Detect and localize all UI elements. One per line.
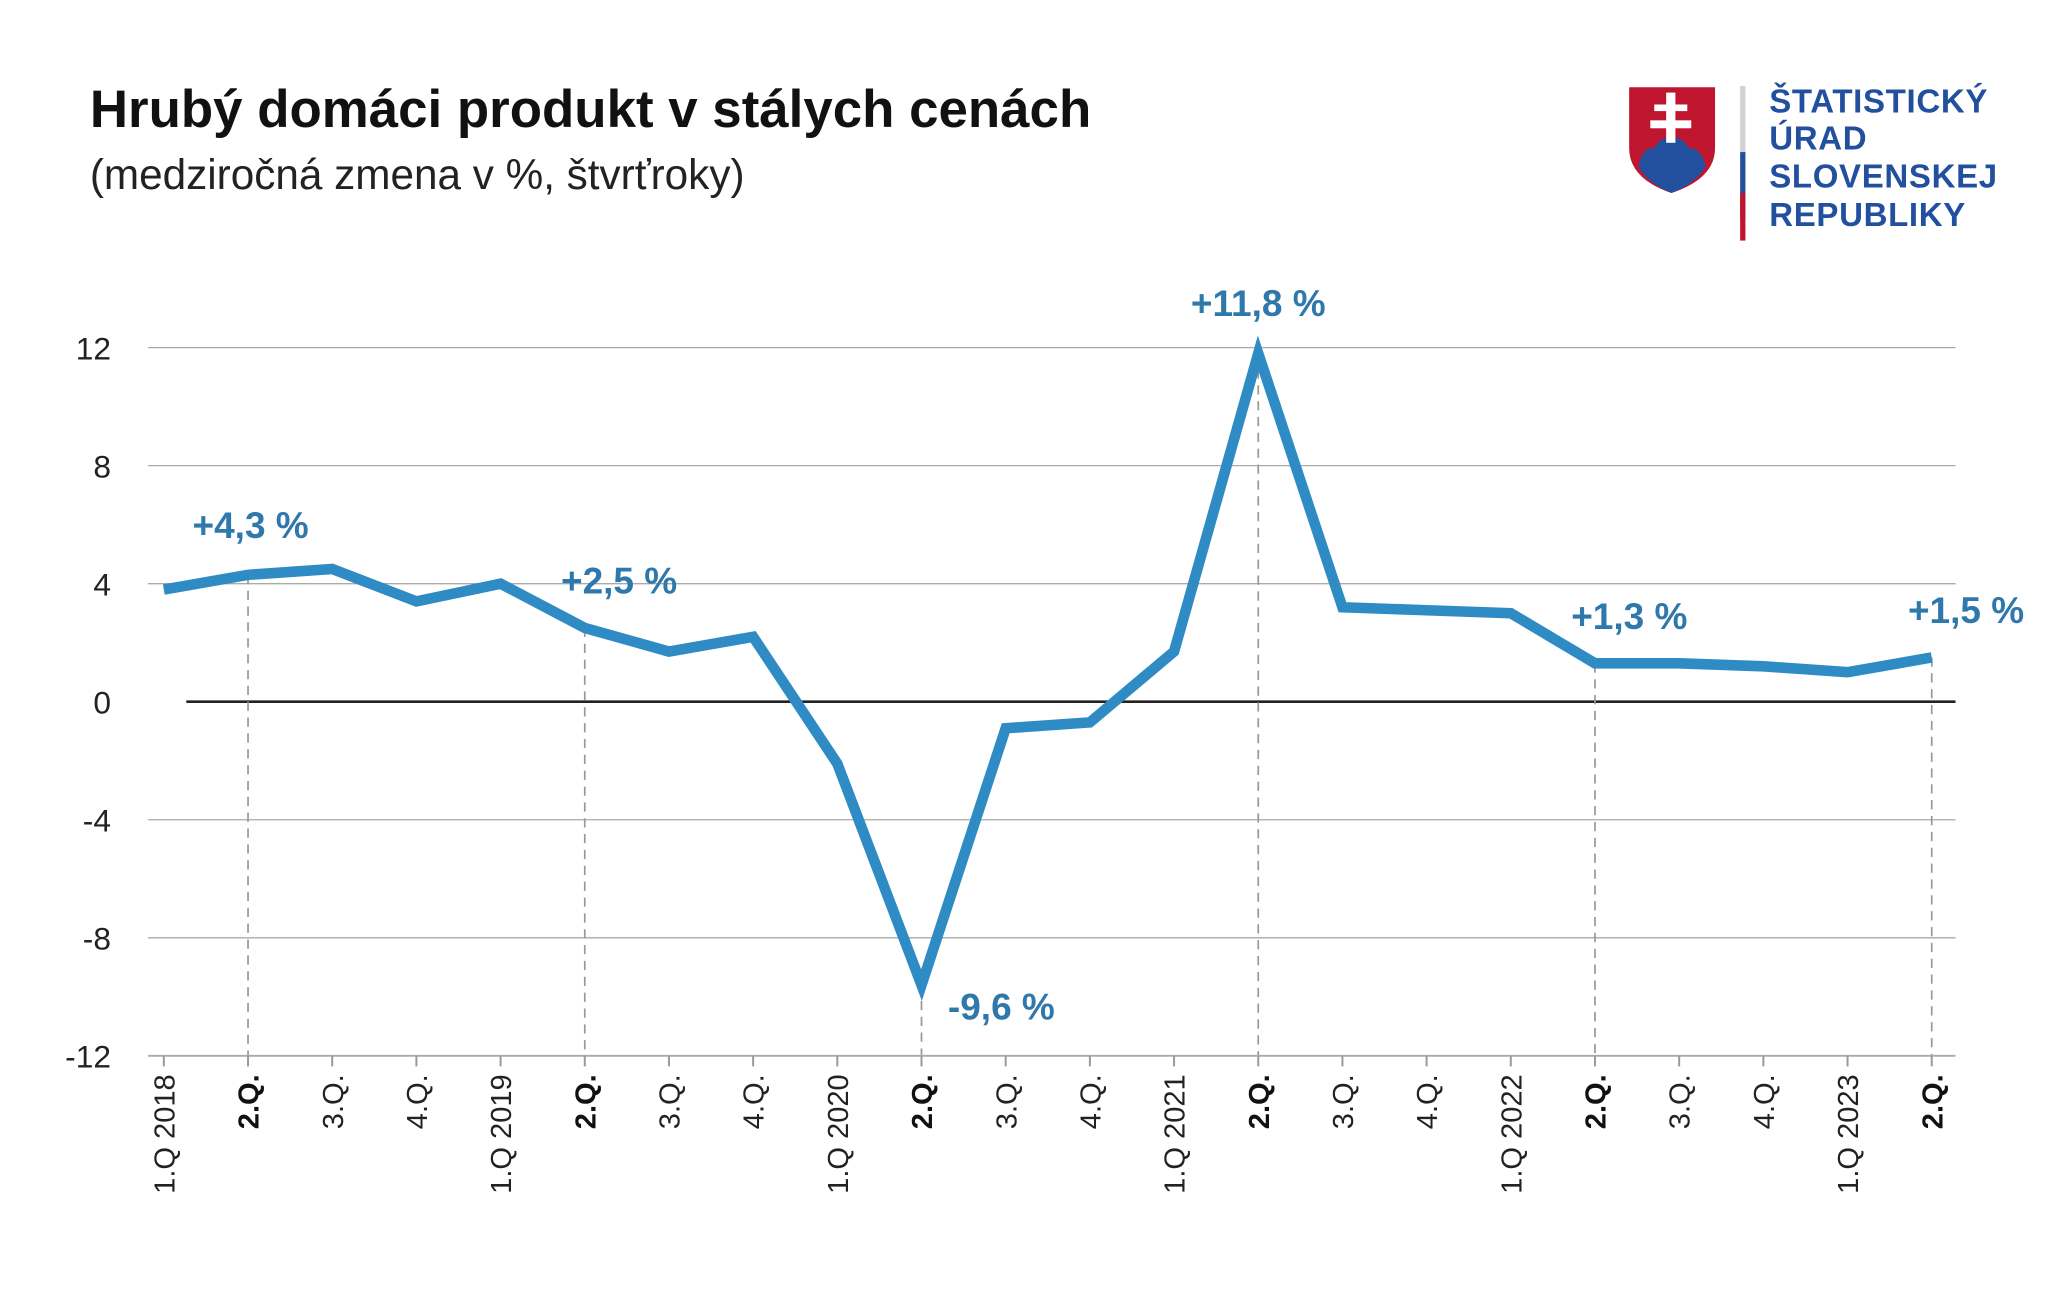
y-tick-label: 8 [93, 449, 111, 485]
x-tick-label: 1.Q 2019 [486, 1074, 518, 1194]
x-axis: 1.Q 2018 2.Q. 3.Q. 4.Q. 1.Q 2019 2.Q. 3.Q. 4.Q.… [147, 1054, 1956, 1194]
data-labels: +4,3 % +2,5 % -9,6 % +11,8 % +1,3 % +1,5 % [193, 283, 2025, 1027]
x-tick-label: 3.Q. [1665, 1074, 1697, 1129]
gdp-series-line [162, 335, 1933, 1001]
data-label: +1,3 % [1571, 596, 1687, 637]
data-label: +11,8 % [1191, 283, 1326, 324]
coat-of-arms-icon [1629, 87, 1716, 194]
logo-line-2: ÚRAD [1769, 119, 1867, 156]
y-tick-label: 0 [93, 685, 111, 721]
series [162, 335, 1933, 1001]
data-label: +1,5 % [1908, 590, 2024, 631]
chart-subtitle: (medziročná zmena v %, štvrťroky) [90, 151, 745, 198]
dashed-guides [247, 353, 1933, 1056]
y-tick-label: 12 [76, 330, 111, 366]
x-tick-label: 4.Q. [1749, 1074, 1781, 1129]
grid: 12 8 4 0 -4 -8 -12 [65, 330, 1956, 1075]
logo-line-3: SLOVENSKEJ [1769, 158, 1998, 195]
x-tick-label: 3.Q. [1328, 1074, 1360, 1129]
data-label: +2,5 % [561, 561, 677, 602]
x-tick-label: 3.Q. [318, 1074, 350, 1129]
chart-title: Hrubý domáci produkt v stálych cenách [90, 80, 1091, 139]
x-tick-label: 1.Q 2023 [1833, 1074, 1865, 1194]
data-label: -9,6 % [948, 986, 1055, 1027]
x-tick-label: 1.Q 2021 [1160, 1074, 1192, 1194]
x-tick-label: 4.Q. [1075, 1074, 1107, 1129]
y-tick-label: -4 [83, 803, 111, 839]
logo-line-4: REPUBLIKY [1769, 196, 1966, 233]
x-tick-label: 2.Q. [234, 1074, 266, 1129]
x-tick-label: 1.Q 2020 [823, 1074, 855, 1194]
x-tick-label: 1.Q 2022 [1496, 1074, 1528, 1194]
x-tick-label: 4.Q. [402, 1074, 434, 1129]
y-tick-label: 4 [93, 567, 111, 603]
x-tick-label: 2.Q. [1581, 1074, 1613, 1129]
x-tick-label: 4.Q. [739, 1074, 771, 1129]
logo: ŠTATISTICKÝ ÚRAD SLOVENSKEJ REPUBLIKY [1629, 81, 1998, 241]
x-tick-label: 1.Q 2018 [149, 1074, 181, 1194]
x-tick-label: 4.Q. [1412, 1074, 1444, 1129]
x-tick-label: 2.Q. [907, 1074, 939, 1129]
x-tick-label: 2.Q. [1917, 1074, 1949, 1129]
data-label: +4,3 % [193, 505, 309, 546]
x-tick-label: 3.Q. [655, 1074, 687, 1129]
x-tick-label: 3.Q. [991, 1074, 1023, 1129]
x-tick-label: 2.Q. [1244, 1074, 1276, 1129]
y-tick-label: -12 [65, 1039, 111, 1075]
x-tick-label: 2.Q. [570, 1074, 602, 1129]
y-tick-label: -8 [83, 921, 111, 957]
logo-line-1: ŠTATISTICKÝ [1769, 81, 1988, 119]
